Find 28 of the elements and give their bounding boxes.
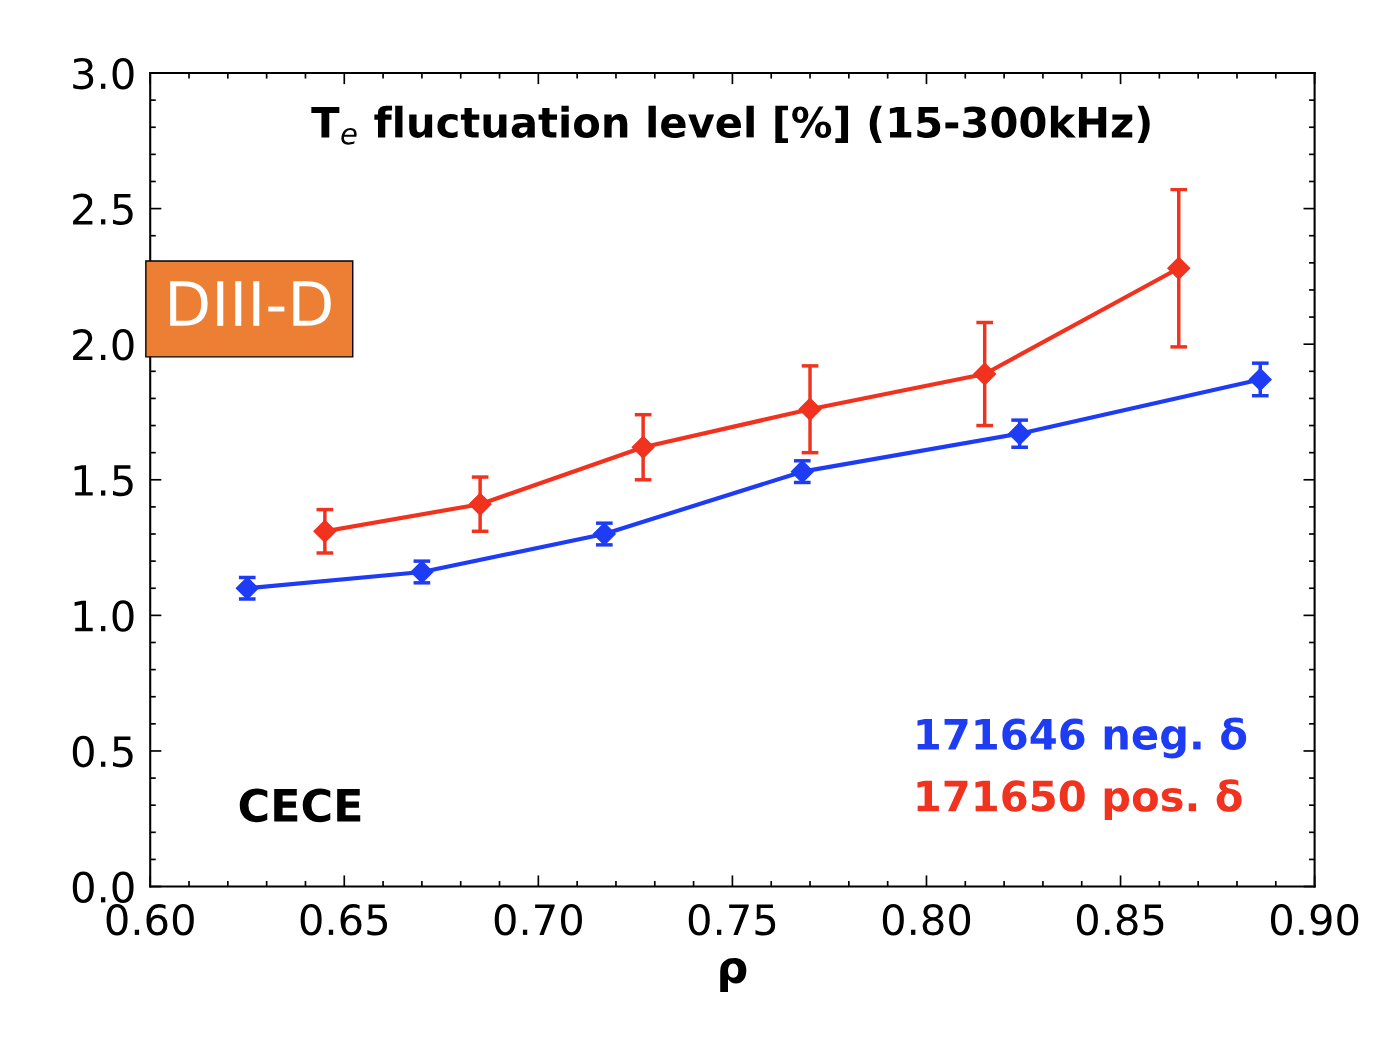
text: 171650 pos. δ — [917, 779, 1242, 820]
point — [1167, 256, 1191, 280]
y-tick-label: 2.5 — [73, 193, 133, 226]
text: 171646 neg. δ — [917, 717, 1247, 759]
x-tick-label: 0.75 — [688, 903, 776, 936]
annotation: CECE — [239, 788, 361, 823]
x-tick-label: 0.60 — [106, 903, 194, 936]
y-tick-label: 1.0 — [74, 600, 134, 632]
y-tick-label: 2.0 — [73, 329, 134, 361]
text: T$_{e}$ fluctuation level [%] (15-300kHz) — [311, 105, 1150, 145]
x-tick-label: 0.80 — [882, 903, 971, 936]
annotation: DIII-D — [170, 281, 331, 326]
x-axis-title: ρ — [720, 957, 747, 993]
y-tick-label: 0.5 — [72, 735, 133, 768]
y-tick-label: 3.0 — [73, 57, 134, 90]
point — [973, 362, 997, 386]
x-tick-label: 0.65 — [300, 903, 388, 936]
point — [1008, 422, 1032, 446]
x-tick-label: 0.90 — [1270, 903, 1359, 936]
x-tick-label: 0.85 — [1076, 903, 1164, 936]
point — [468, 492, 492, 516]
x-tick-label: 0.70 — [494, 903, 582, 936]
y-tick-label: 0.0 — [72, 871, 134, 903]
y-tick-label: 1.5 — [74, 465, 133, 497]
point — [798, 397, 822, 421]
point — [313, 519, 337, 543]
point — [631, 435, 655, 459]
point — [1248, 367, 1272, 391]
